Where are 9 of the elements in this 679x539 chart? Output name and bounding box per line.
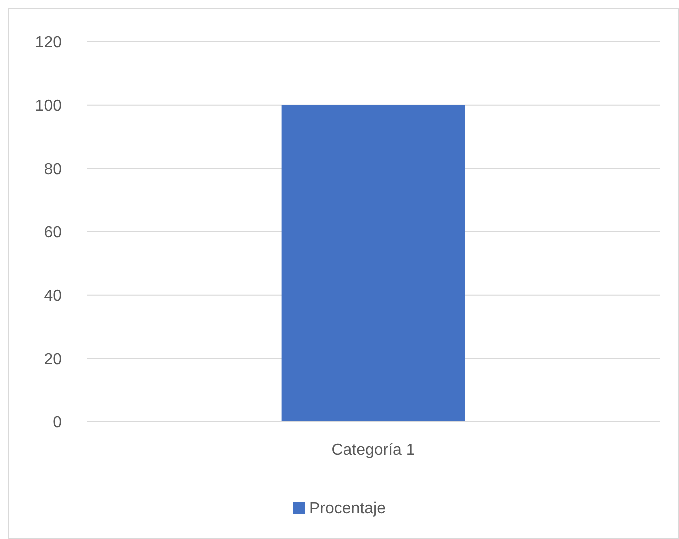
x-tick-label: Categoría 1 — [332, 442, 416, 459]
y-tick-label: 80 — [44, 161, 62, 178]
y-tick-label: 100 — [35, 98, 62, 115]
legend-label: Procentaje — [310, 500, 386, 518]
y-tick-label: 0 — [53, 414, 62, 432]
y-tick-label: 120 — [35, 34, 62, 52]
y-tick-label: 20 — [44, 351, 62, 368]
y-tick-label: 40 — [44, 288, 62, 305]
y-tick-label: 60 — [44, 224, 62, 242]
